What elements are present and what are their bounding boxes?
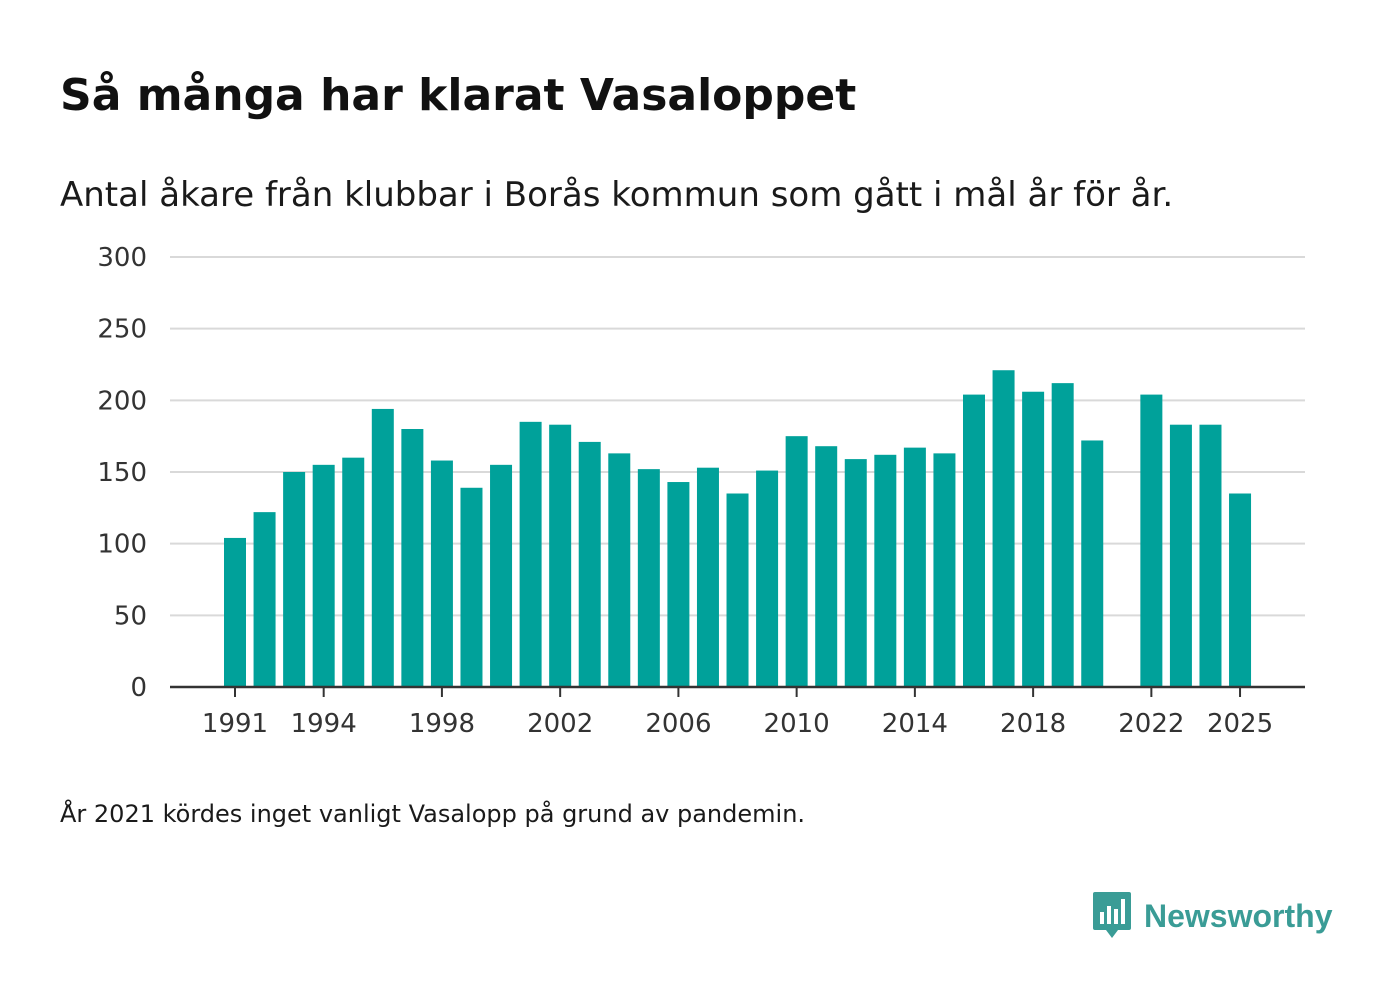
y-tick-label: 150 — [97, 458, 147, 488]
bar-2002 — [549, 424, 572, 687]
x-tick-label: 1991 — [202, 709, 268, 739]
bar-2011 — [815, 446, 838, 687]
bar-2016 — [963, 394, 985, 687]
bar-1998 — [430, 460, 453, 687]
x-tick-label: 1994 — [291, 709, 357, 739]
bar-2008 — [726, 493, 749, 687]
bar-2013 — [874, 454, 897, 687]
x-axis-ticks: 1991 1994 1998 2002 2006 2010 2014 2018 2022 2025 — [202, 687, 1273, 739]
chart-title: Så många har klarat Vasaloppet — [60, 70, 857, 121]
bar-chart-speech-bubble-icon — [1093, 892, 1131, 938]
y-tick-label: 100 — [97, 530, 147, 560]
x-tick-label: 2022 — [1118, 709, 1184, 739]
y-tick-label: 0 — [130, 673, 147, 703]
bar-2003 — [578, 441, 601, 687]
bar-2024 — [1199, 424, 1222, 687]
bar-2015 — [933, 453, 956, 687]
bar-2010 — [785, 436, 808, 687]
bar-chart: 0 50 100 150 200 250 300 1991 1994 1998 2002 2006 2… — [97, 243, 1305, 739]
bar-1997 — [401, 429, 424, 687]
x-tick-label: 2025 — [1207, 709, 1273, 739]
bar-1994 — [312, 464, 335, 687]
x-tick-label: 2018 — [1000, 709, 1066, 739]
bar-2009 — [756, 470, 779, 687]
footnote: År 2021 kördes inget vanligt Vasalopp på… — [60, 800, 806, 828]
bar-2007 — [696, 467, 719, 687]
x-tick-label: 2014 — [882, 709, 948, 739]
bar-1995 — [342, 457, 365, 687]
x-tick-label: 2002 — [527, 709, 593, 739]
brand-logo[interactable]: Newsworthy — [1092, 890, 1332, 942]
chart-subtitle: Antal åkare från klubbar i Borås kommun … — [60, 175, 1174, 215]
x-tick-label: 2006 — [645, 709, 711, 739]
y-tick-label: 300 — [97, 243, 147, 273]
bar-1993 — [283, 472, 306, 687]
brand-name: Newsworthy — [1144, 897, 1333, 934]
bar-2020 — [1081, 440, 1104, 687]
bar-2017 — [992, 370, 1015, 687]
bar-1991 — [224, 537, 246, 687]
bar-2023 — [1169, 424, 1192, 687]
bar-1992 — [253, 512, 276, 687]
x-tick-label: 1998 — [409, 709, 475, 739]
bar-2005 — [637, 469, 660, 687]
bar-2012 — [844, 459, 867, 687]
bar-2019 — [1051, 383, 1074, 687]
y-tick-label: 250 — [97, 315, 147, 345]
bar-2006 — [667, 482, 690, 687]
bar-2001 — [519, 421, 542, 687]
x-tick-label: 2010 — [764, 709, 830, 739]
bar-2014 — [903, 447, 926, 687]
bars — [224, 370, 1252, 687]
y-tick-label: 200 — [97, 386, 147, 416]
bar-1999 — [460, 487, 483, 687]
bar-2004 — [608, 453, 631, 687]
y-tick-label: 50 — [114, 601, 147, 631]
bar-2000 — [490, 464, 513, 687]
bar-2025 — [1229, 493, 1252, 687]
y-axis-ticks: 0 50 100 150 200 250 300 — [97, 243, 147, 703]
bar-2022 — [1140, 394, 1163, 687]
bar-1996 — [371, 408, 394, 687]
bar-2018 — [1022, 391, 1045, 687]
